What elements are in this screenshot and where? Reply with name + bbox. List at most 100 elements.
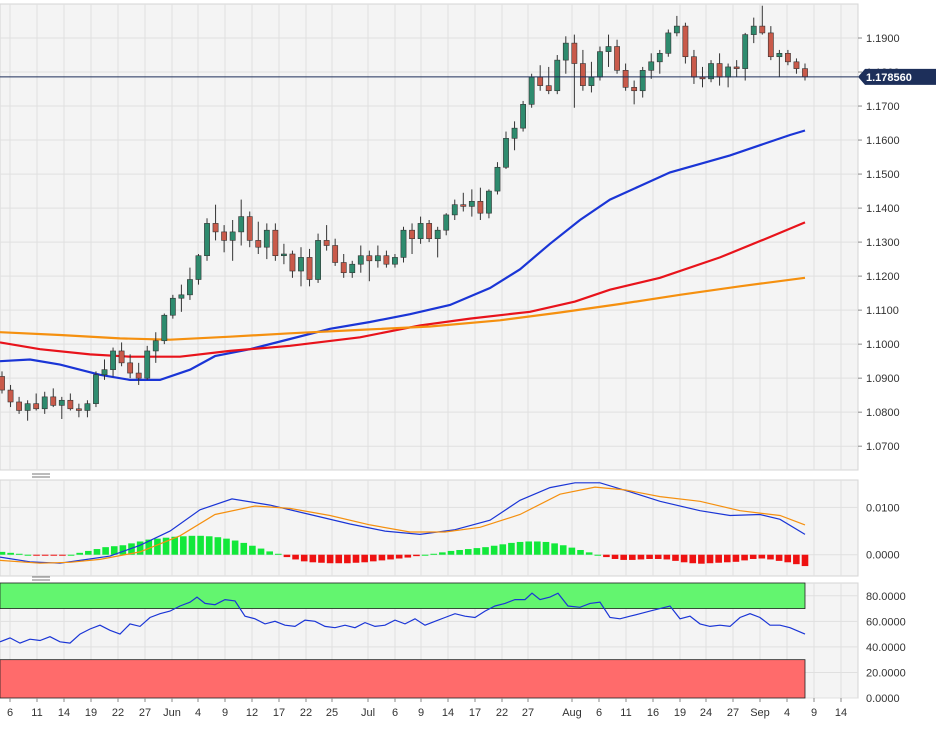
x-tick-label: 17 [273, 707, 285, 719]
y-tick-label: 1.1600 [866, 135, 900, 147]
candle [161, 313, 168, 345]
macd-histogram-bar [706, 554, 714, 564]
macd-histogram-bar [637, 554, 645, 560]
rsi-overbought-band [0, 582, 806, 609]
candle [708, 60, 714, 83]
candle-body [161, 314, 168, 342]
macd-histogram-bar [292, 554, 299, 560]
y-tick-label: 1.1100 [866, 305, 899, 317]
moving-average-line [0, 276, 806, 341]
candle-body [417, 223, 424, 240]
macd-line [0, 486, 806, 564]
candle [255, 221, 262, 255]
rsi-y-tick-label: 40.0000 [866, 642, 906, 654]
candle [468, 189, 475, 217]
candle [101, 359, 108, 380]
macd-histogram-bar [559, 545, 567, 555]
rsi-y-tick-label: 60.0000 [866, 616, 906, 628]
candle [426, 219, 433, 243]
candle-body [750, 25, 757, 35]
candle-body [742, 34, 749, 69]
candle-body [579, 63, 586, 86]
candle-body [7, 389, 14, 403]
candle-body [451, 204, 458, 216]
x-tick-label: Jul [361, 707, 375, 719]
candle-body [682, 25, 689, 58]
candle [0, 371, 5, 394]
rsi-resize-handle[interactable] [32, 576, 50, 581]
candle [383, 250, 390, 268]
candle [460, 192, 467, 212]
y-tick-label: 1.1900 [866, 33, 900, 45]
x-tick-label: 19 [674, 707, 686, 719]
candle [24, 400, 31, 421]
candle-body [238, 216, 245, 233]
x-tick-label: 27 [522, 707, 534, 719]
x-tick-label: 17 [469, 707, 481, 719]
candle-body [306, 257, 313, 280]
candle-body [110, 350, 116, 370]
candle-body [281, 253, 287, 257]
macd-histogram-bar [801, 554, 809, 567]
candle-body [511, 127, 518, 139]
y-tick-label: 1.0700 [866, 441, 900, 453]
candle [298, 247, 304, 287]
candle [50, 388, 57, 408]
candle [67, 393, 74, 411]
candle-body [127, 362, 134, 374]
candle [639, 66, 646, 98]
macd-histogram-bar [119, 545, 127, 555]
rsi-bands [0, 582, 806, 699]
candle-body [323, 240, 330, 246]
y-tick-label: 1.1000 [866, 339, 900, 351]
candle-body [272, 229, 279, 257]
x-tick-label: 6 [7, 707, 13, 719]
candle [323, 225, 330, 251]
candle-body [631, 87, 638, 92]
candle-body [460, 204, 467, 207]
macd-histogram-bar [197, 535, 204, 555]
candle-body [545, 85, 552, 92]
macd-histogram-bar [171, 536, 178, 555]
candle-body [289, 253, 296, 272]
macd-histogram-bar [145, 539, 153, 555]
macd-resize-handle[interactable] [32, 473, 50, 478]
macd-histogram-bar [749, 554, 757, 559]
macd-histogram-bar [516, 541, 524, 555]
candle [494, 162, 501, 195]
macd-histogram-bar [456, 549, 463, 555]
macd-histogram-bar [430, 553, 438, 555]
x-axis-labels: 6 11 14 19 22 27 Jun 4 9 12 17 22 25 Jul 6 9 14 17 22 27 Aug… [7, 698, 847, 719]
candle [332, 238, 339, 266]
x-tick-label: 6 [596, 707, 602, 719]
candle-body [434, 229, 441, 240]
macd-histogram-bar [50, 554, 58, 556]
candle-body [477, 200, 484, 214]
y-tick-label: 1.1200 [866, 271, 900, 283]
candle [486, 189, 492, 219]
candle [135, 362, 142, 385]
candle-body [392, 257, 398, 265]
macd-histogram-bar [240, 542, 248, 555]
candle-body [622, 70, 629, 88]
y-tick-label: 1.1700 [866, 101, 900, 113]
candle [195, 254, 202, 285]
candle-body [562, 42, 569, 61]
macd-histogram-bar [629, 554, 636, 560]
candle-body [246, 216, 253, 241]
macd-histogram-bar [499, 544, 507, 555]
macd-histogram-bar [611, 554, 619, 559]
x-tick-label: 9 [811, 707, 817, 719]
macd-histogram-bar [689, 554, 697, 564]
candle-body [349, 263, 356, 274]
candle-body [24, 403, 31, 411]
macd-histogram-bar [551, 543, 558, 555]
macd-histogram-bar [594, 554, 602, 556]
macd-histogram-bar [447, 550, 455, 555]
macd-histogram-bar [309, 554, 317, 563]
macd-histogram-bar [300, 554, 308, 562]
macd-histogram-bar [180, 536, 187, 555]
x-tick-label: 14 [442, 707, 454, 719]
x-tick-label: 22 [300, 707, 312, 719]
